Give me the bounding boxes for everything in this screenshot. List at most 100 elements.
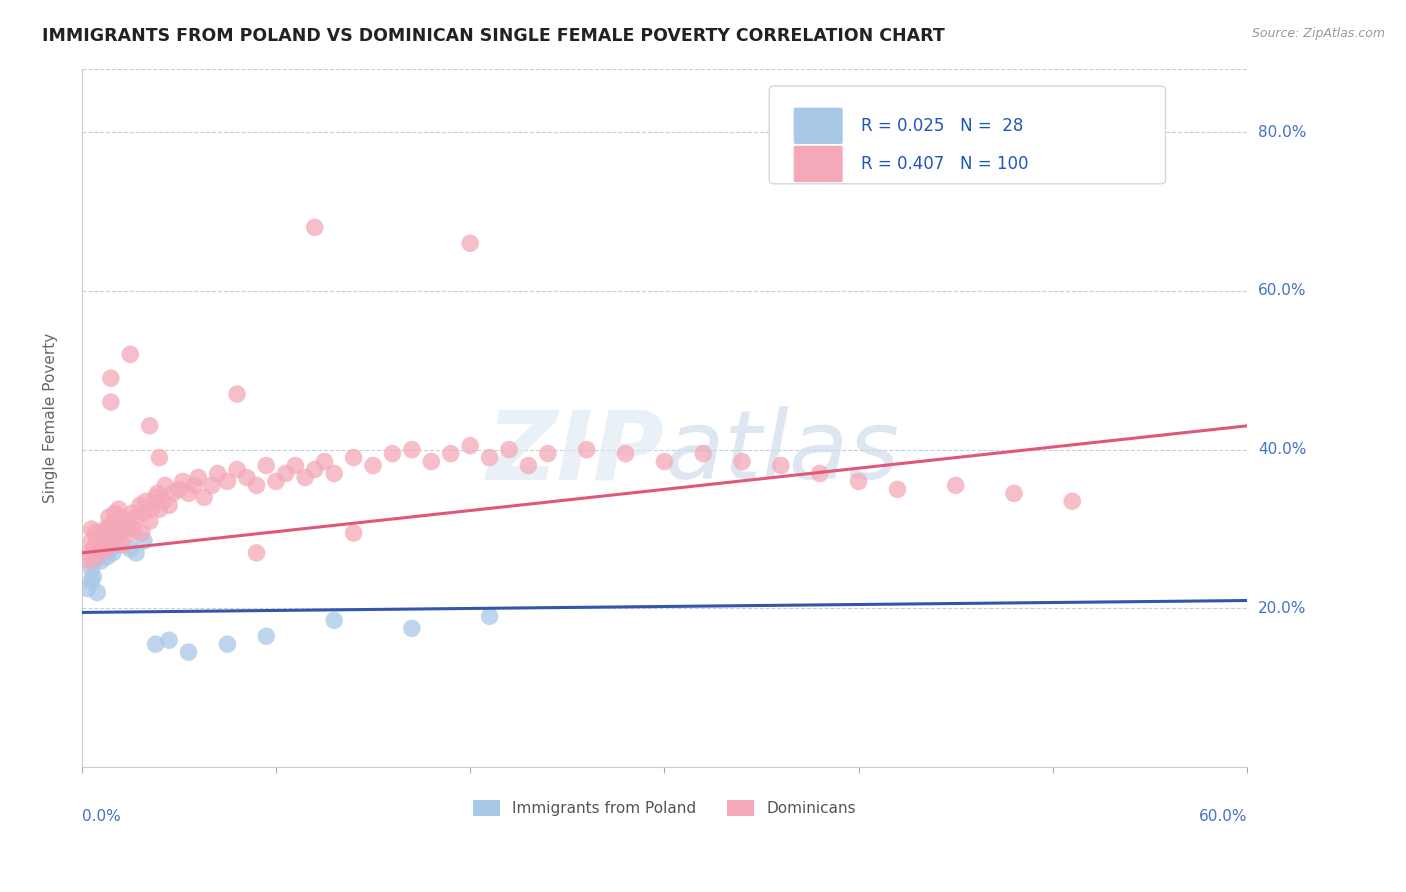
Point — [107, 502, 129, 516]
Text: atlas: atlas — [665, 407, 900, 500]
Point — [304, 462, 326, 476]
Point — [145, 637, 167, 651]
Point — [132, 506, 155, 520]
Point — [274, 467, 297, 481]
Point — [537, 447, 560, 461]
Point — [125, 510, 148, 524]
Point — [323, 467, 346, 481]
Point — [129, 498, 152, 512]
Point — [84, 554, 107, 568]
Point — [731, 454, 754, 468]
Point — [120, 526, 142, 541]
Point — [498, 442, 520, 457]
Point — [101, 546, 124, 560]
Text: Source: ZipAtlas.com: Source: ZipAtlas.com — [1251, 27, 1385, 40]
Point — [420, 454, 443, 468]
Point — [458, 439, 481, 453]
Point — [122, 522, 145, 536]
Point — [343, 450, 366, 465]
Point — [226, 387, 249, 401]
Point — [110, 526, 132, 541]
Point — [110, 526, 132, 541]
Point — [94, 533, 117, 548]
Point — [135, 494, 157, 508]
Point — [110, 510, 132, 524]
Point — [84, 526, 107, 541]
Point — [90, 554, 112, 568]
Point — [120, 541, 142, 556]
Point — [217, 637, 239, 651]
Point — [120, 347, 142, 361]
Point — [91, 538, 114, 552]
Point — [401, 621, 423, 635]
Point — [886, 483, 908, 497]
Point — [132, 533, 155, 548]
Text: R = 0.025   N =  28: R = 0.025 N = 28 — [862, 117, 1024, 135]
Point — [177, 486, 200, 500]
Text: 80.0%: 80.0% — [1258, 125, 1306, 139]
Point — [114, 522, 136, 536]
Point — [90, 533, 112, 548]
Point — [89, 541, 111, 556]
Point — [94, 522, 117, 536]
Point — [97, 510, 120, 524]
Legend: Immigrants from Poland, Dominicans: Immigrants from Poland, Dominicans — [467, 794, 862, 822]
Point — [76, 546, 98, 560]
Point — [94, 526, 117, 541]
Point — [478, 450, 501, 465]
Point — [692, 447, 714, 461]
Point — [1002, 486, 1025, 500]
Point — [848, 475, 870, 489]
Point — [217, 475, 239, 489]
Point — [80, 533, 103, 548]
Point — [97, 533, 120, 548]
Point — [654, 454, 676, 468]
Point — [226, 462, 249, 476]
Point — [478, 609, 501, 624]
Point — [236, 470, 259, 484]
Text: 0.0%: 0.0% — [82, 809, 121, 824]
Point — [100, 518, 122, 533]
Point — [86, 530, 108, 544]
Point — [105, 514, 128, 528]
Point — [96, 541, 118, 556]
Point — [201, 478, 224, 492]
Point — [86, 585, 108, 599]
Point — [157, 633, 180, 648]
Point — [148, 502, 170, 516]
Point — [361, 458, 384, 473]
Text: 60.0%: 60.0% — [1198, 809, 1247, 824]
Point — [284, 458, 307, 473]
Point — [100, 541, 122, 556]
Point — [183, 478, 205, 492]
Point — [84, 538, 107, 552]
Point — [254, 458, 277, 473]
Point — [104, 506, 127, 520]
Point — [105, 533, 128, 548]
Point — [381, 447, 404, 461]
Point — [80, 522, 103, 536]
Point — [207, 467, 229, 481]
Point — [304, 220, 326, 235]
Point — [264, 475, 287, 489]
Point — [614, 447, 637, 461]
Point — [152, 494, 174, 508]
Point — [187, 470, 209, 484]
Text: IMMIGRANTS FROM POLAND VS DOMINICAN SINGLE FEMALE POVERTY CORRELATION CHART: IMMIGRANTS FROM POLAND VS DOMINICAN SING… — [42, 27, 945, 45]
Point — [314, 454, 336, 468]
Text: 20.0%: 20.0% — [1258, 601, 1306, 616]
Point — [86, 549, 108, 564]
Point — [167, 483, 190, 497]
Point — [79, 554, 101, 568]
Text: 60.0%: 60.0% — [1258, 284, 1306, 298]
Point — [172, 475, 194, 489]
Point — [89, 546, 111, 560]
Point — [294, 470, 316, 484]
Point — [575, 442, 598, 457]
Point — [100, 526, 122, 541]
Text: 40.0%: 40.0% — [1258, 442, 1306, 458]
Point — [114, 518, 136, 533]
Point — [80, 562, 103, 576]
Point — [401, 442, 423, 457]
Y-axis label: Single Female Poverty: Single Female Poverty — [44, 333, 58, 503]
